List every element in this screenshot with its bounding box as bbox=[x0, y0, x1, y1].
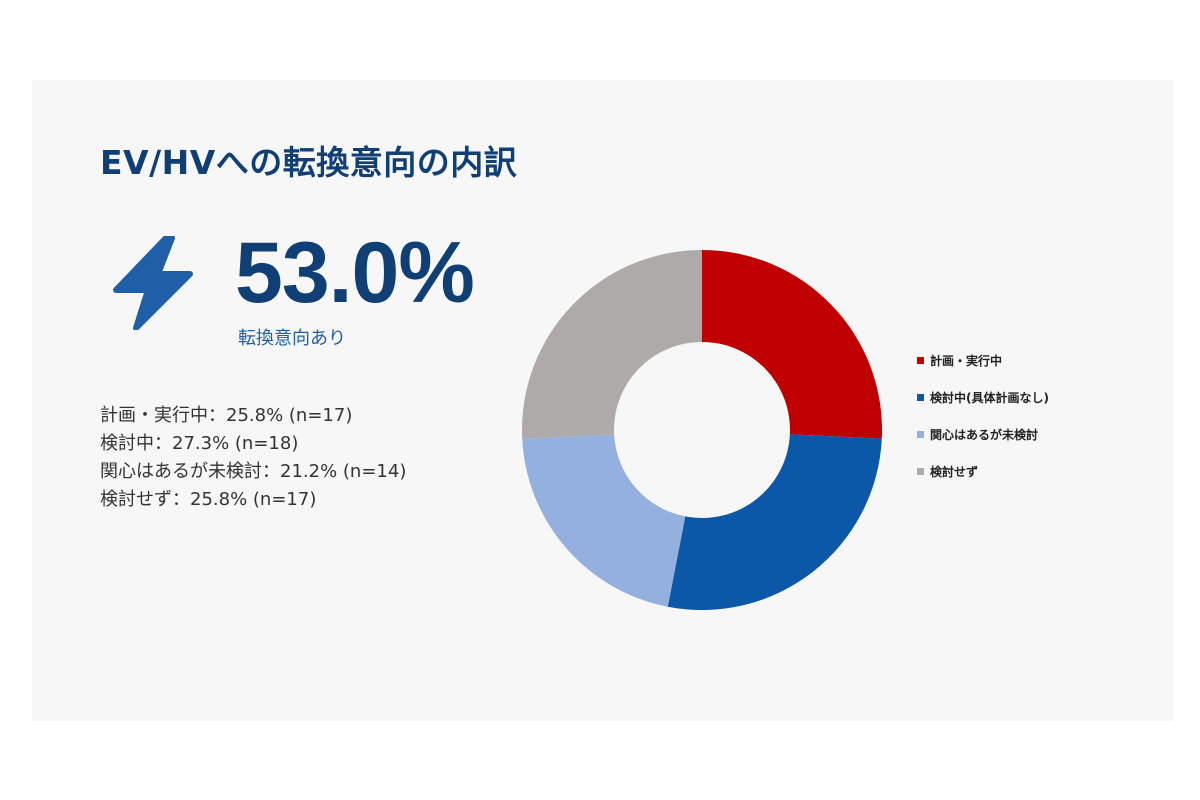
slide-panel: EV/HVへの転換意向の内訳 53.0% 転換意向あり 計画・実行中：25.8%… bbox=[32, 80, 1173, 721]
headline-caption: 転換意向あり bbox=[238, 328, 346, 349]
legend-swatch bbox=[917, 357, 924, 364]
donut-chart bbox=[522, 250, 882, 610]
donut-slice bbox=[702, 250, 882, 439]
legend-item: 検討せず bbox=[917, 453, 1049, 490]
legend-item: 計画・実行中 bbox=[917, 342, 1049, 379]
donut-slice bbox=[522, 434, 686, 607]
legend-label: 関心はあるが未検討 bbox=[930, 428, 1039, 442]
breakdown-list: 計画・実行中：25.8% (n=17) 検討中：27.3% (n=18) 関心は… bbox=[100, 402, 406, 514]
legend-swatch bbox=[917, 431, 924, 438]
legend-label: 検討せず bbox=[930, 465, 979, 479]
breakdown-item: 計画・実行中：25.8% (n=17) bbox=[100, 405, 353, 426]
legend-item: 検討中(具体計画なし) bbox=[917, 379, 1049, 416]
breakdown-item: 検討中：27.3% (n=18) bbox=[100, 433, 299, 454]
legend-label: 計画・実行中 bbox=[930, 354, 1003, 368]
donut-slice bbox=[667, 434, 882, 610]
legend-swatch bbox=[917, 468, 924, 475]
lightning-bolt-icon bbox=[113, 236, 193, 330]
legend-swatch bbox=[917, 394, 924, 401]
legend-label: 検討中(具体計画なし) bbox=[930, 391, 1049, 405]
page-title: EV/HVへの転換意向の内訳 bbox=[100, 143, 518, 182]
donut-slice bbox=[522, 250, 702, 439]
breakdown-item: 関心はあるが未検討：21.2% (n=14) bbox=[100, 461, 407, 482]
chart-legend: 計画・実行中 検討中(具体計画なし) 関心はあるが未検討 検討せず bbox=[917, 342, 1049, 490]
headline-percentage: 53.0% bbox=[235, 225, 475, 321]
breakdown-item: 検討せず：25.8% (n=17) bbox=[100, 489, 317, 510]
legend-item: 関心はあるが未検討 bbox=[917, 416, 1049, 453]
